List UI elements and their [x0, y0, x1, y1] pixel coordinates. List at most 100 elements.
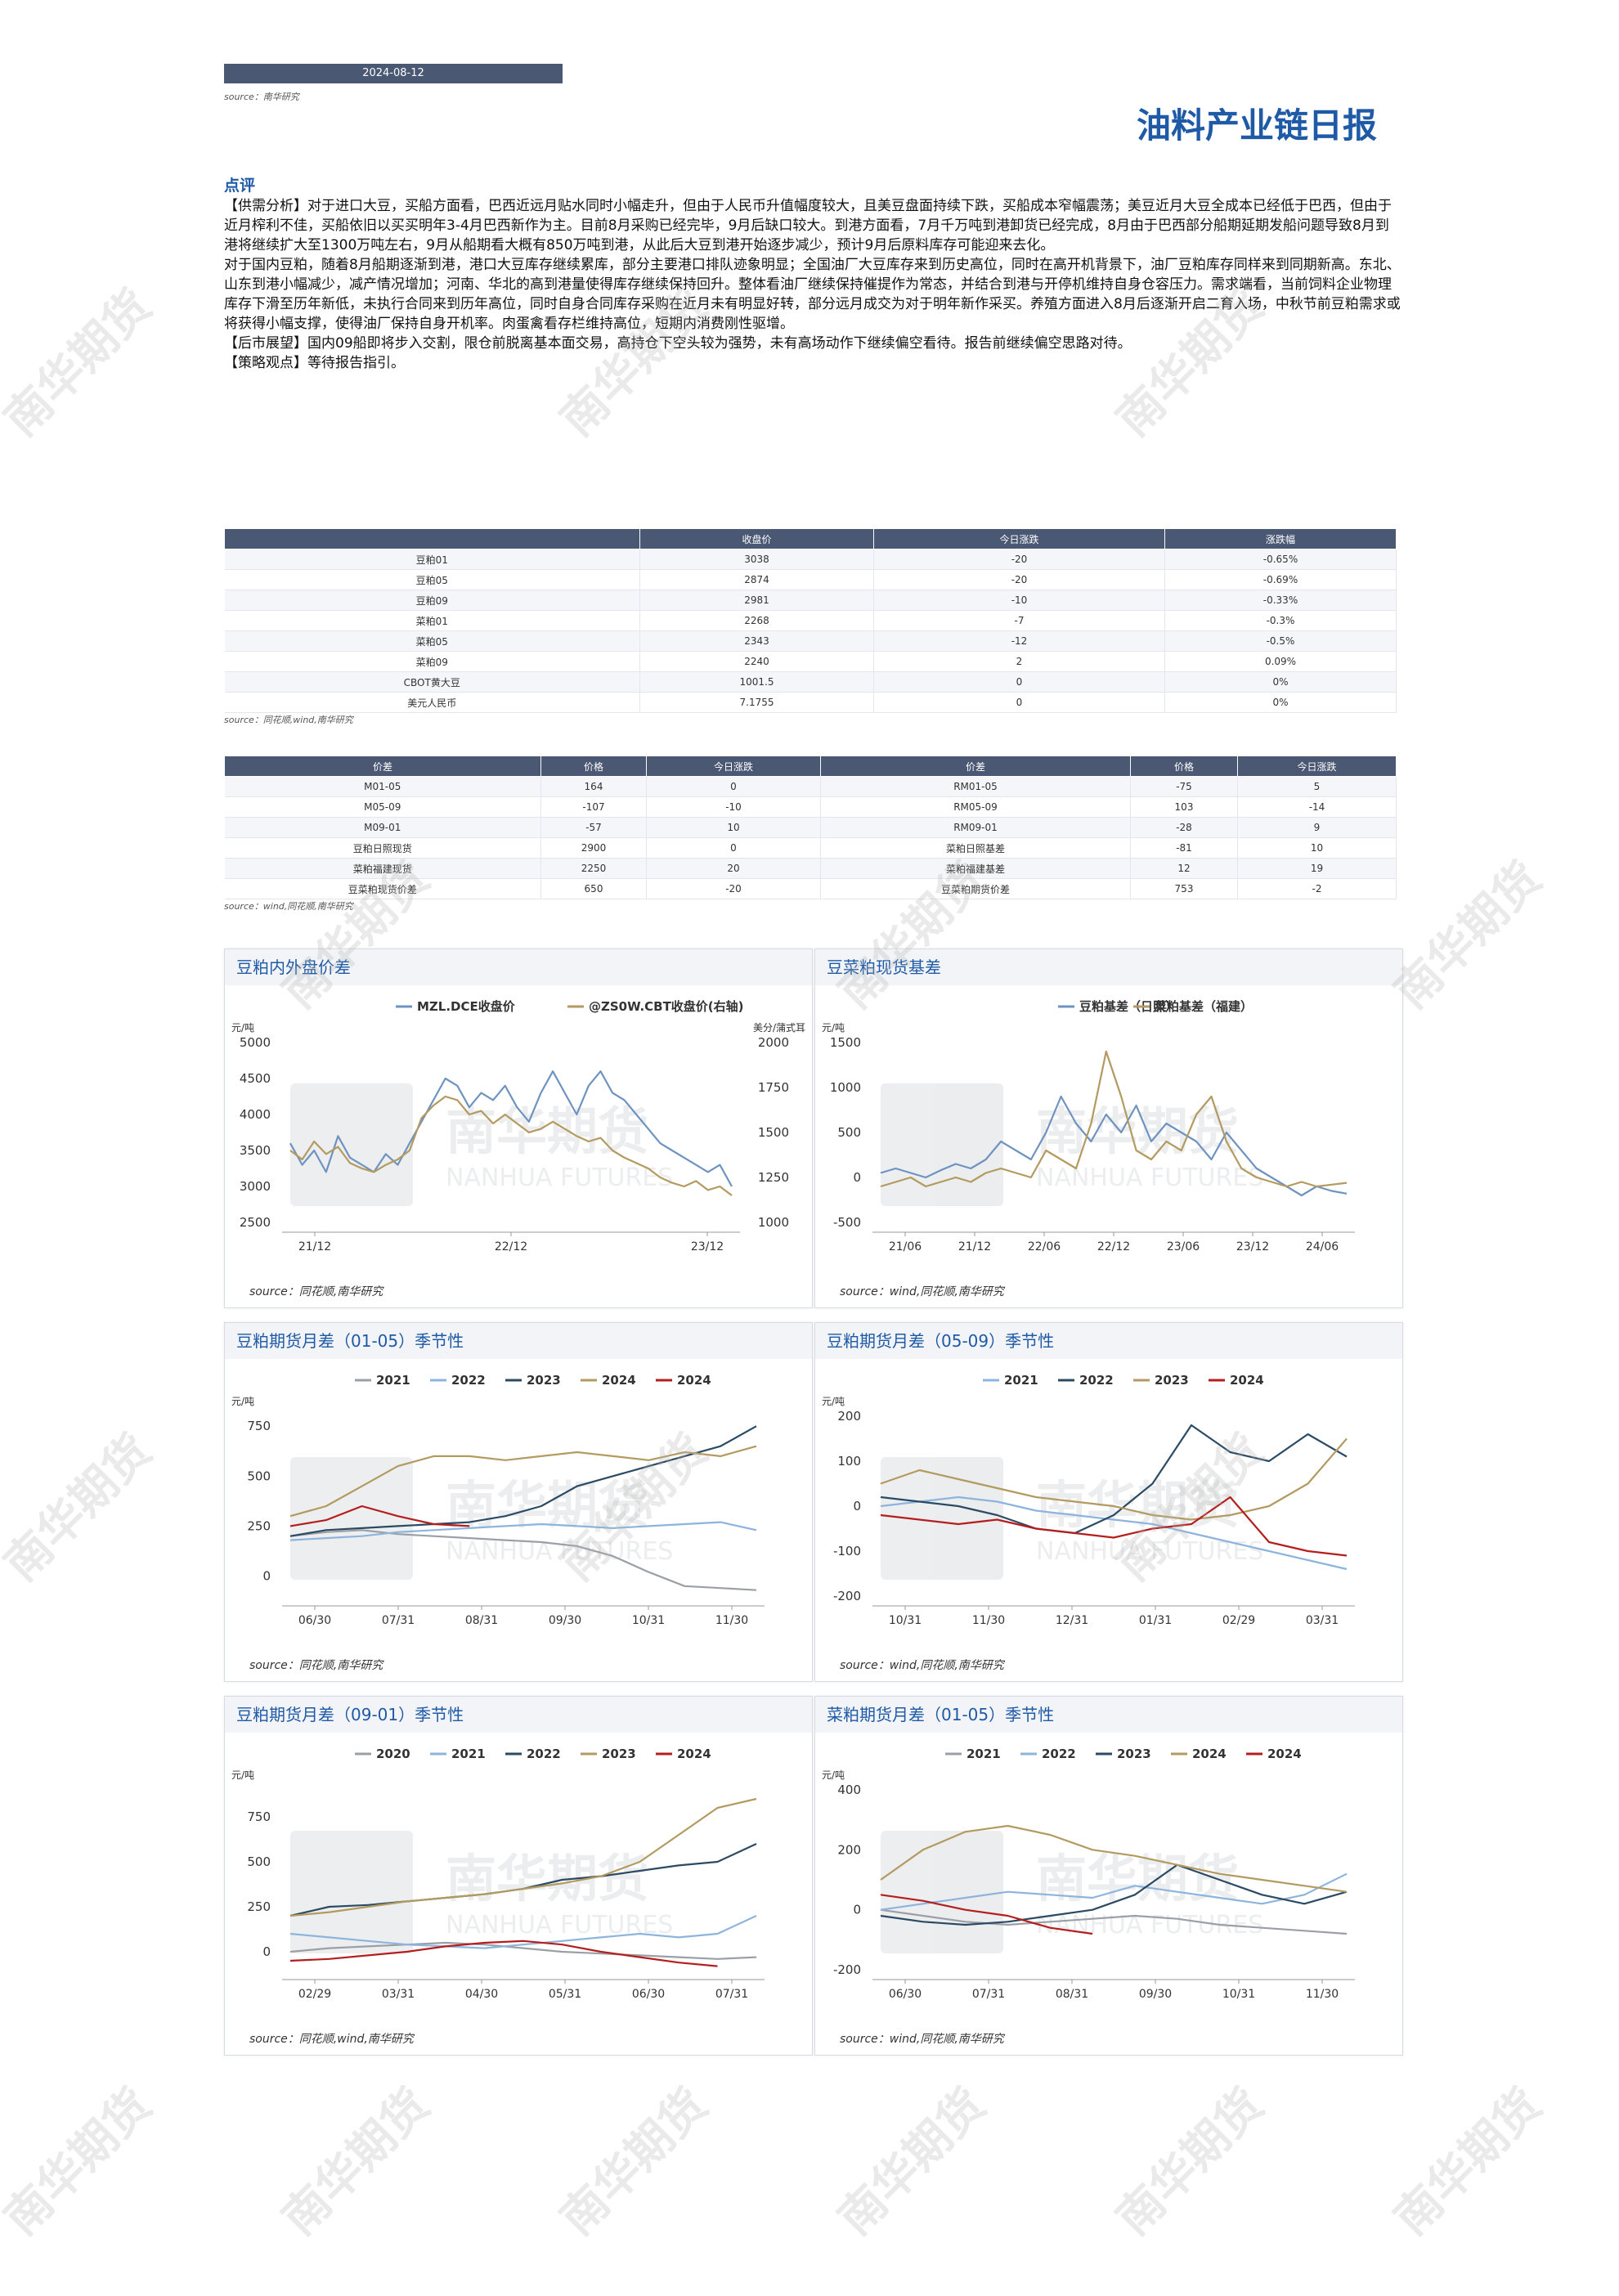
cell: RM05-09	[820, 796, 1131, 818]
chart-panel: 豆粕期货月差（01-05）季节性 南华期货 NANHUA FUTURES 2021 2…	[224, 1322, 813, 1682]
commentary-paragraph: 对于国内豆粕，随着8月船期逐渐到港，港口大豆库存继续累库，部分主要港口排队迹象明…	[224, 257, 1401, 332]
y-tick-label-right: 2000	[758, 1035, 789, 1050]
logo-text-en: NANHUA FUTURES	[446, 1911, 673, 1939]
chart-panel: 豆粕期货月差（05-09）季节性 南华期货 NANHUA FUTURES 2021 2…	[814, 1322, 1403, 1682]
series-line	[289, 1070, 733, 1187]
axis-unit: 元/吨	[822, 1769, 845, 1781]
legend-label: 2022	[1042, 1747, 1076, 1761]
y-tick-label-right: 1750	[758, 1080, 789, 1095]
cell: M05-09	[224, 796, 541, 818]
x-tick-label: 03/31	[1306, 1614, 1339, 1627]
logo-mark	[290, 1457, 413, 1580]
x-tick-label: 09/30	[1139, 1988, 1172, 2001]
logo-mark	[881, 1457, 1003, 1580]
x-tick-label: 01/31	[1139, 1614, 1172, 1627]
cell: 19	[1237, 858, 1397, 879]
cell: 0	[646, 837, 821, 859]
cell: -0.3%	[1164, 610, 1397, 631]
cell: 650	[540, 878, 647, 899]
table-header: 今日涨跌	[873, 528, 1165, 549]
cell: -0.69%	[1164, 569, 1397, 590]
chart-svg: 南华期货 NANHUA FUTURES MZL.DCE收盘价 @ZS0W.CBT收盘价…	[231, 999, 805, 1253]
cell: 菜粕09	[224, 651, 640, 672]
table-header: 价差	[820, 756, 1131, 777]
y-tick-label: 500	[837, 1125, 861, 1140]
series-line	[289, 1521, 757, 1541]
x-tick-label: 07/31	[382, 1614, 415, 1627]
cell: 菜粕福建基差	[820, 858, 1131, 879]
cell: -28	[1130, 817, 1238, 838]
watermark-text: 南华期货	[272, 2078, 440, 2246]
x-tick-label: 22/12	[1097, 1240, 1130, 1253]
legend-label: 2022	[527, 1747, 561, 1761]
price-table: 收盘价 今日涨跌 涨跌幅 豆粕01 3038 -20 -0.65% 豆粕05 2874-…	[224, 528, 1397, 713]
axis-unit: 元/吨	[231, 1769, 254, 1781]
cell: 7.1755	[639, 692, 874, 713]
y-tick-label: 100	[837, 1454, 861, 1469]
x-tick-label: 07/31	[715, 1988, 748, 2001]
table2-source: source：wind,同花顺,南华研究	[224, 901, 353, 912]
legend-label: 2024	[1230, 1373, 1264, 1388]
cell: 2981	[639, 590, 874, 611]
table-header	[224, 528, 640, 549]
legend-label: 2023	[1155, 1373, 1189, 1388]
series-line	[880, 1824, 1348, 1893]
x-tick-label: 07/31	[972, 1988, 1005, 2001]
commentary-paragraph: 【供需分析】对于进口大豆，买船方面看，巴西近远月贴水同时小幅走升，但由于人民币升…	[224, 198, 1392, 253]
watermark-text: 南华期货	[0, 2078, 162, 2246]
x-tick-label: 08/31	[465, 1614, 498, 1627]
y-tick-label: 4000	[240, 1107, 271, 1122]
chart-title: 豆粕期货月差（09-01）季节性	[225, 1697, 812, 1733]
x-tick-label: 10/31	[889, 1614, 922, 1627]
header-source: source：南华研究	[224, 92, 299, 102]
x-tick-label: 05/31	[549, 1988, 581, 2001]
cell: -10	[646, 796, 821, 818]
logo-text: 南华期货	[446, 1475, 648, 1535]
series-line	[289, 1445, 757, 1518]
cell: -81	[1130, 837, 1238, 859]
chart-panel: 豆粕内外盘价差 南华期货 NANHUA FUTURES MZL.DCE收盘价 @ZS0…	[224, 948, 813, 1308]
x-tick-label: 22/06	[1028, 1240, 1061, 1253]
cell: 菜粕福建现货	[224, 858, 541, 879]
table-row: 豆粕05 2874 -20 -0.69%	[224, 569, 1397, 590]
legend-label: @ZS0W.CBT收盘价(右轴)	[589, 999, 744, 1014]
legend-label: 菜粕基差（福建）	[1154, 999, 1253, 1014]
legend-label: 2021	[1004, 1373, 1038, 1388]
table-row: 菜粕05 2343 -12 -0.5%	[224, 630, 1397, 652]
cell: 0%	[1164, 671, 1397, 693]
legend-label: 2020	[376, 1747, 410, 1761]
chart-source: source：同花顺,wind,南华研究	[249, 2033, 414, 2046]
cell: 5	[1237, 776, 1397, 797]
cell: 0	[646, 776, 821, 797]
commentary-heading: 点评	[224, 177, 256, 195]
series-line	[289, 1797, 757, 1917]
report-date: 2024-08-12	[224, 64, 563, 83]
chart-title: 豆粕期货月差（05-09）季节性	[815, 1323, 1402, 1359]
x-tick-label: 21/06	[889, 1240, 922, 1253]
series-line	[880, 1496, 1348, 1571]
y-tick-label: 250	[247, 1518, 271, 1533]
cell: 豆菜粕期货价差	[820, 878, 1131, 899]
legend-label: 2022	[451, 1373, 486, 1388]
table-row: 豆粕09 2981 -10 -0.33%	[224, 590, 1397, 611]
axis-unit: 元/吨	[822, 1396, 845, 1407]
y-tick-label: 1500	[830, 1035, 861, 1050]
x-tick-label: 06/30	[889, 1988, 922, 2001]
x-tick-label: 02/29	[1222, 1614, 1255, 1627]
legend-label: 2024	[677, 1373, 711, 1388]
cell: 1001.5	[639, 671, 874, 693]
table-row: 豆粕01 3038 -20 -0.65%	[224, 549, 1397, 570]
cell: -57	[540, 817, 647, 838]
cell: 豆菜粕现货价差	[224, 878, 541, 899]
cell: 10	[1237, 837, 1397, 859]
legend-label: 2022	[1079, 1373, 1114, 1388]
series-line	[880, 1095, 1348, 1197]
cell: CBOT黄大豆	[224, 671, 640, 693]
spread-table: 价差 价格 今日涨跌 价差 价格 今日涨跌 M01-05 164 0 RM01-05-…	[224, 756, 1397, 899]
